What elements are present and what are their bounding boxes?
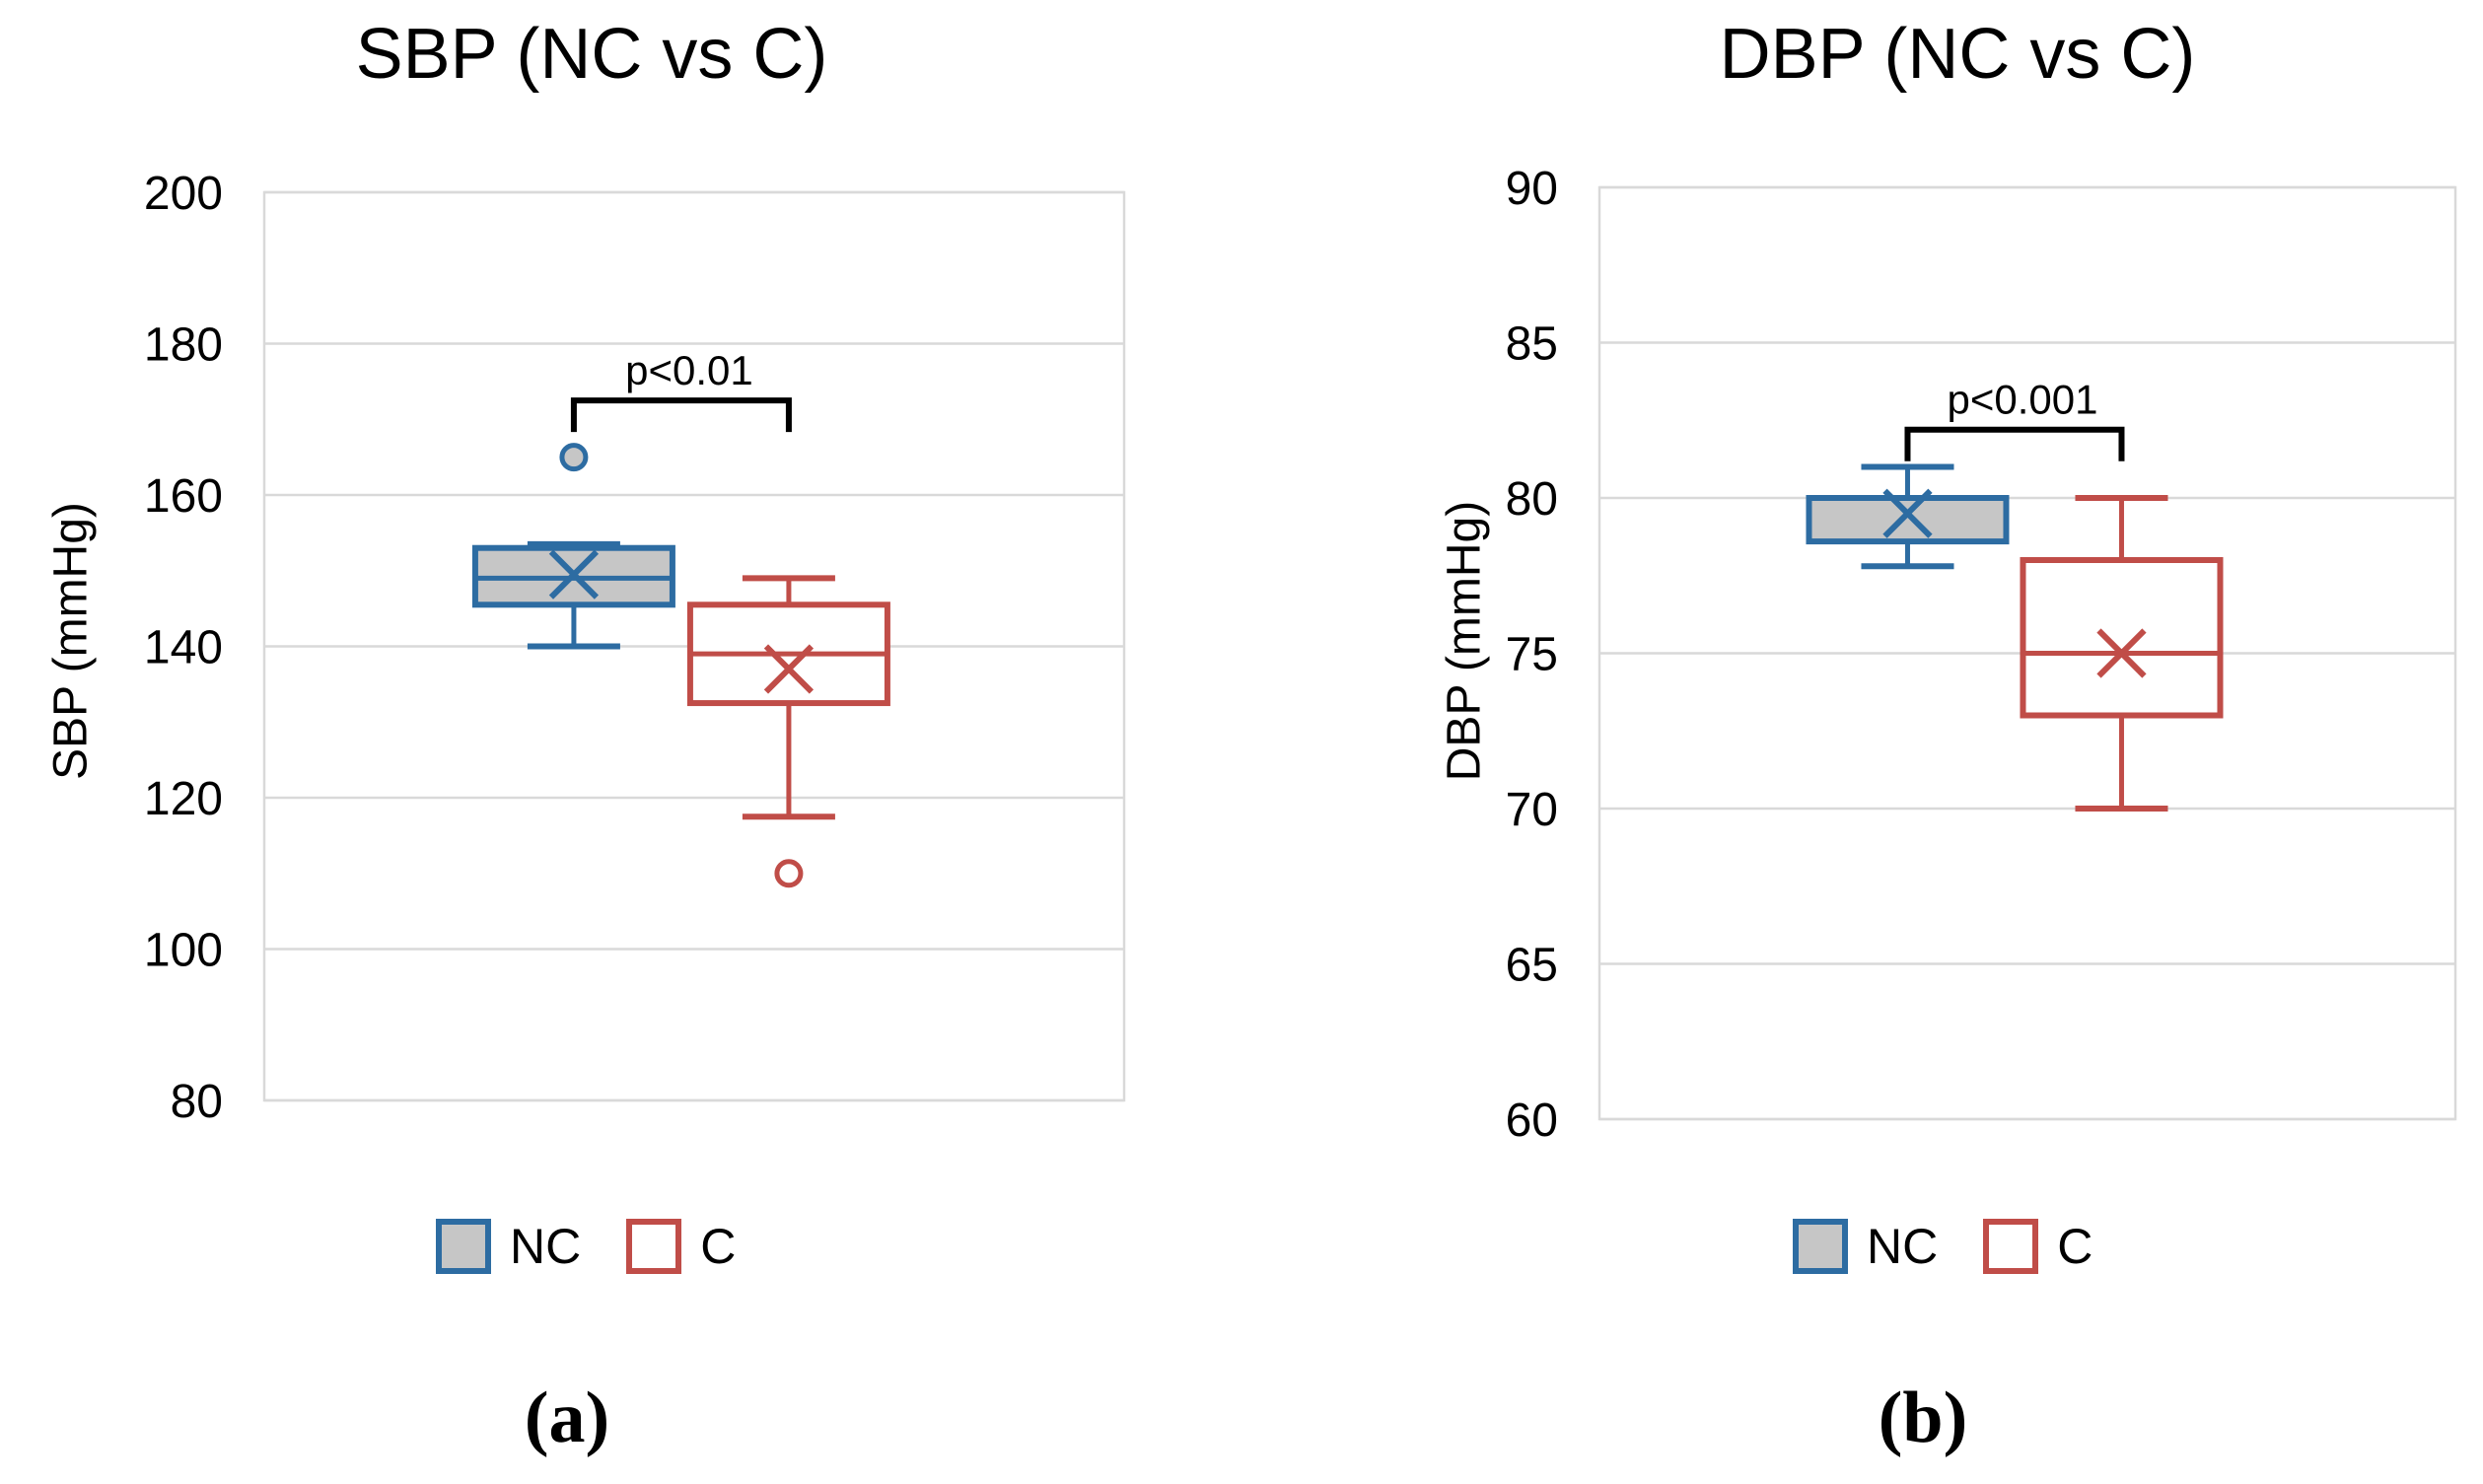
sbp-chart-title: SBP (NC vs C) bbox=[355, 15, 828, 94]
c-swatch-icon bbox=[1983, 1219, 2039, 1274]
y-tick-label: 100 bbox=[144, 925, 223, 977]
outlier-point-nc bbox=[559, 443, 589, 472]
y-tick-label: 85 bbox=[1506, 318, 1558, 371]
y-tick-label: 140 bbox=[144, 622, 223, 674]
y-tick-label: 80 bbox=[1506, 473, 1558, 526]
legend-label-nc: NC bbox=[510, 1219, 582, 1274]
y-tick-label: 60 bbox=[1506, 1095, 1558, 1147]
legend-item-nc: NC bbox=[436, 1219, 581, 1274]
mean-marker-nc bbox=[1882, 488, 1933, 538]
legend-item-nc: NC bbox=[1793, 1219, 1938, 1274]
significance-label: p<0.001 bbox=[1947, 377, 2097, 423]
box-c bbox=[2020, 557, 2224, 719]
y-tick-label: 160 bbox=[144, 470, 223, 523]
dbp-chart-title: DBP (NC vs C) bbox=[1719, 15, 2196, 94]
y-tick-label: 90 bbox=[1506, 163, 1558, 215]
mean-marker-c bbox=[763, 644, 815, 694]
plot-border bbox=[1597, 185, 2457, 1121]
y-tick-label: 80 bbox=[171, 1076, 223, 1128]
mean-marker-c bbox=[2096, 628, 2147, 678]
significance-label: p<0.01 bbox=[625, 347, 753, 393]
c-swatch-icon bbox=[626, 1219, 682, 1274]
plot-border bbox=[262, 190, 1126, 1102]
dbp-chart-svg: 90 85 80 75 70 65 60 p<0.001 bbox=[1506, 163, 2457, 1147]
sbp-legend: NC C bbox=[436, 1219, 736, 1274]
y-tick-label: 120 bbox=[144, 773, 223, 825]
legend-label-c: C bbox=[2057, 1219, 2093, 1274]
sbp-chart-svg: 200 180 160 140 120 100 80 p<0.01 bbox=[144, 168, 1126, 1128]
mean-marker-nc bbox=[548, 549, 600, 600]
nc-swatch-icon bbox=[1793, 1219, 1848, 1274]
sbp-caption: (a) bbox=[524, 1378, 610, 1458]
outlier-point-c bbox=[774, 859, 804, 888]
dbp-legend: NC C bbox=[1793, 1219, 2093, 1274]
dbp-caption: (b) bbox=[1878, 1378, 1968, 1458]
y-tick-label: 70 bbox=[1506, 784, 1558, 836]
y-tick-label: 65 bbox=[1506, 940, 1558, 992]
legend-item-c: C bbox=[1983, 1219, 2093, 1274]
y-tick-label: 75 bbox=[1506, 629, 1558, 681]
dbp-chart-panel: DBP (NC vs C) DBP (mmHg) 90 85 80 75 70 65 60 p… bbox=[1242, 0, 2483, 1484]
significance-bracket bbox=[1904, 426, 2125, 461]
sbp-chart-panel: SBP (NC vs C) SBP (mmHg) 200 180 160 140 120… bbox=[45, 15, 1126, 1458]
nc-swatch-icon bbox=[436, 1219, 491, 1274]
y-tick-label: 200 bbox=[144, 168, 223, 220]
significance-bracket bbox=[570, 397, 792, 433]
legend-label-c: C bbox=[700, 1219, 737, 1274]
box-nc bbox=[1806, 495, 2010, 545]
legend-label-nc: NC bbox=[1867, 1219, 1939, 1274]
legend-item-c: C bbox=[626, 1219, 736, 1274]
y-tick-label: 180 bbox=[144, 319, 223, 372]
